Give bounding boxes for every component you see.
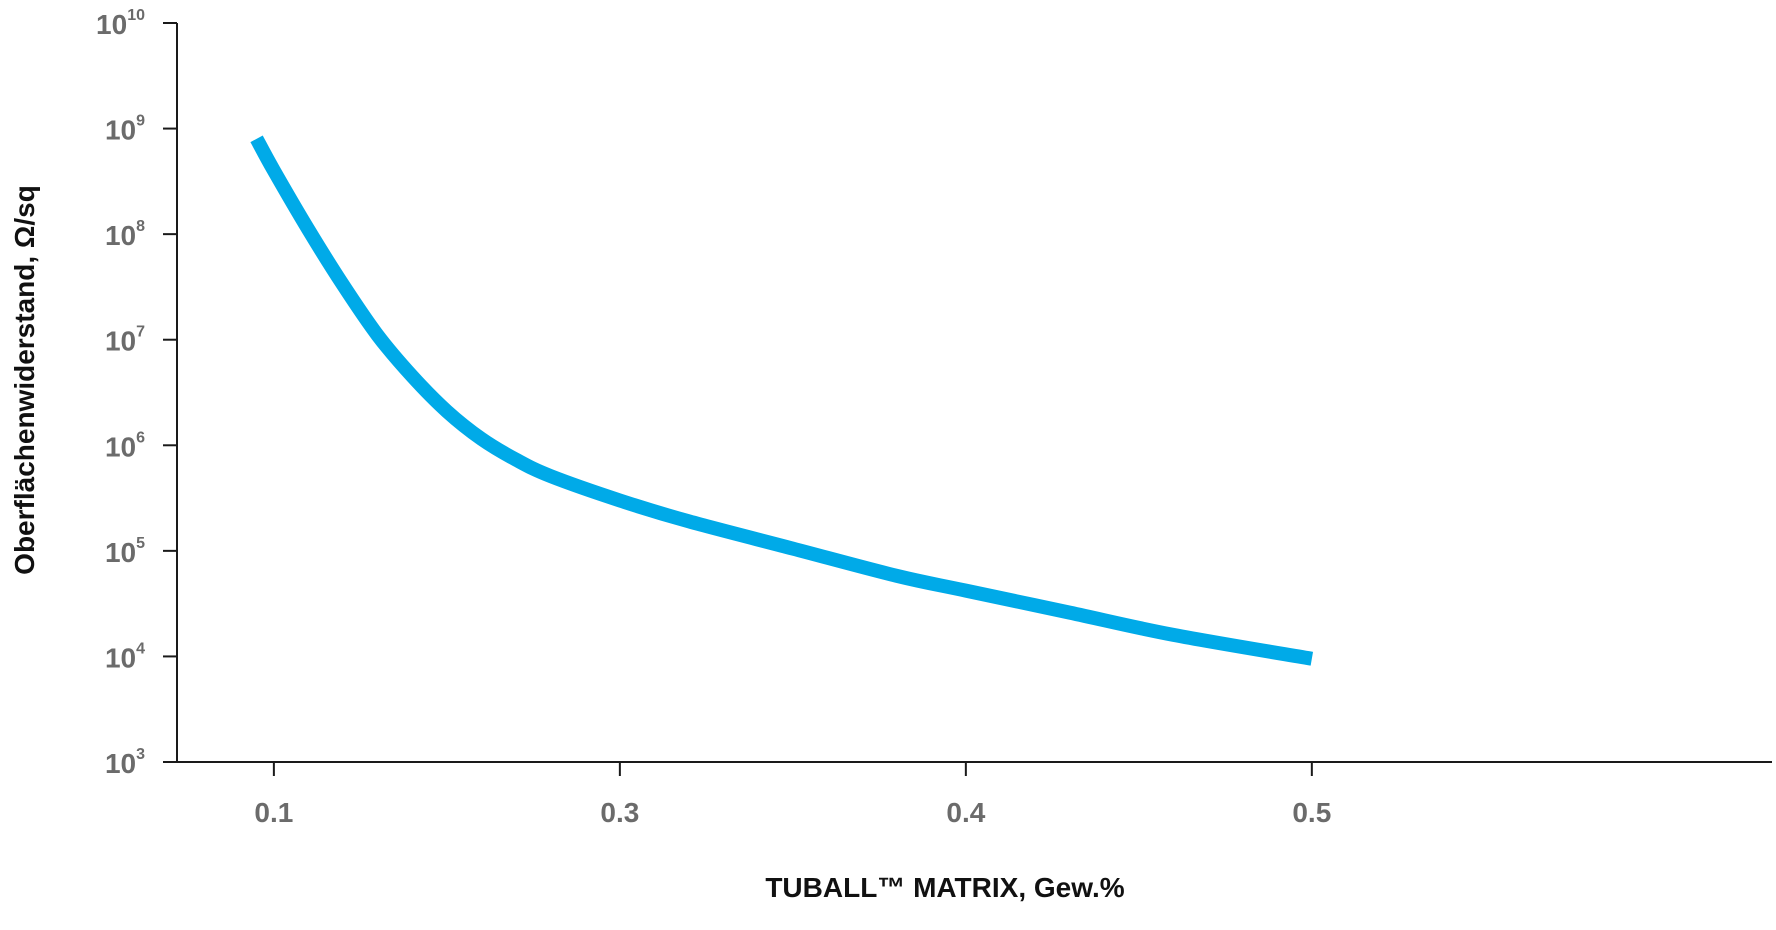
- x-axis: 0.1 0.3 0.4 0.5: [177, 761, 1772, 828]
- x-tick-label: 0.4: [946, 797, 985, 828]
- x-tick-label: 0.5: [1292, 797, 1331, 828]
- x-tick-label: 0.3: [600, 797, 639, 828]
- x-axis-title: TUBALL™ MATRIX, Gew.%: [765, 872, 1124, 903]
- y-tick-label: 109: [105, 113, 145, 146]
- y-tick-label: 105: [105, 535, 145, 568]
- y-tick-label: 104: [105, 640, 145, 673]
- y-tick-label: 108: [105, 218, 145, 251]
- y-tick-label: 107: [105, 324, 145, 357]
- series-layer: [250, 135, 1314, 666]
- series-line-0: [250, 135, 1314, 666]
- y-tick-label: 106: [105, 429, 145, 462]
- y-tick-label: 103: [105, 746, 145, 779]
- y-axis: 103 104 105 106 107 108 109 1010: [96, 7, 178, 779]
- y-tick-label: 1010: [96, 7, 145, 40]
- x-tick-label: 0.1: [254, 797, 293, 828]
- y-axis-title: Oberflächenwiderstand, Ω/sq: [9, 185, 40, 575]
